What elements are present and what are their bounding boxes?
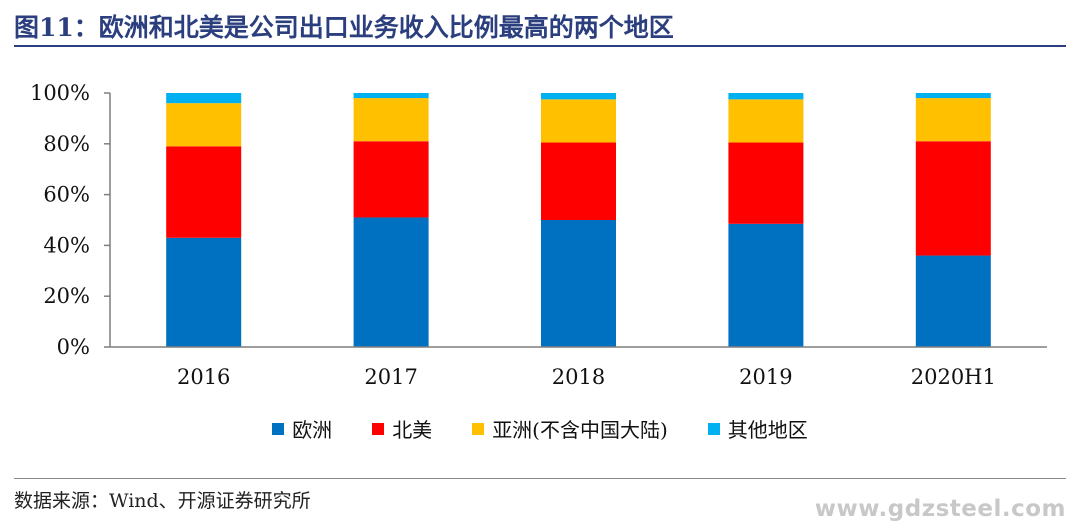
y-tick-label: 20% [43, 284, 90, 308]
bar-segment-3-2 [728, 99, 804, 143]
x-tick-label: 2019 [739, 365, 792, 389]
legend-swatch [272, 422, 285, 435]
legend-item: 其他地区 [707, 414, 808, 443]
title-divider [14, 45, 1066, 47]
bar-segment-2-0 [541, 220, 616, 347]
legend-label: 其他地区 [727, 418, 808, 442]
legend-item: 欧洲 [272, 414, 332, 443]
source-note: 数据来源：Wind、开源证券研究所 [14, 490, 311, 512]
x-tick-label: 2017 [364, 365, 417, 389]
bar-segment-0-1 [166, 146, 242, 238]
bar-segment-0-3 [166, 93, 242, 104]
watermark: www.gdzsteel.com [814, 496, 1066, 522]
bar-segment-1-2 [353, 98, 429, 142]
bar-segment-4-3 [915, 93, 991, 99]
x-tick-label: 2016 [177, 365, 230, 389]
legend: 欧洲 北美 亚洲(不含中国大陆) 其他地区 [0, 414, 1080, 443]
bar-segment-2-2 [541, 99, 616, 143]
bar-segment-2-1 [541, 142, 616, 220]
legend-swatch [472, 422, 485, 435]
y-tick-label: 0% [57, 335, 90, 359]
bar-segment-1-0 [353, 217, 429, 347]
bar-segment-3-3 [728, 93, 804, 100]
legend-swatch [707, 422, 720, 435]
x-tick-label: 2020H1 [911, 365, 996, 389]
bar-segment-3-0 [728, 223, 804, 347]
bar-segment-0-2 [166, 103, 242, 147]
bar-segment-1-3 [353, 93, 429, 99]
legend-swatch [372, 422, 385, 435]
bar-segment-4-0 [915, 255, 991, 347]
bar-segment-1-1 [353, 141, 429, 218]
bar-segment-0-0 [166, 237, 242, 347]
legend-item: 北美 [372, 414, 432, 443]
x-tick-label: 2018 [552, 365, 605, 389]
legend-label: 北美 [392, 418, 433, 442]
y-tick-label: 40% [43, 233, 90, 257]
stacked-bar-chart: 2016 2017 2018 2019 2020H1 0% 20% 40% 60% 80% 100% [30, 81, 1047, 389]
legend-label: 欧洲 [292, 418, 333, 442]
bar-segment-3-1 [728, 142, 804, 224]
y-tick-label: 80% [43, 132, 90, 156]
chart-title: 图11：欧洲和北美是公司出口业务收入比例最高的两个地区 [14, 13, 674, 42]
bar-segment-4-1 [915, 141, 991, 256]
legend-item: 亚洲(不含中国大陆) [472, 414, 668, 443]
footer-divider [14, 478, 1066, 479]
bar-segment-2-3 [541, 93, 616, 100]
bar-segment-4-2 [915, 98, 991, 142]
y-tick-label: 60% [43, 183, 90, 207]
legend-label: 亚洲(不含中国大陆) [492, 418, 668, 442]
y-tick-label: 100% [30, 81, 90, 105]
